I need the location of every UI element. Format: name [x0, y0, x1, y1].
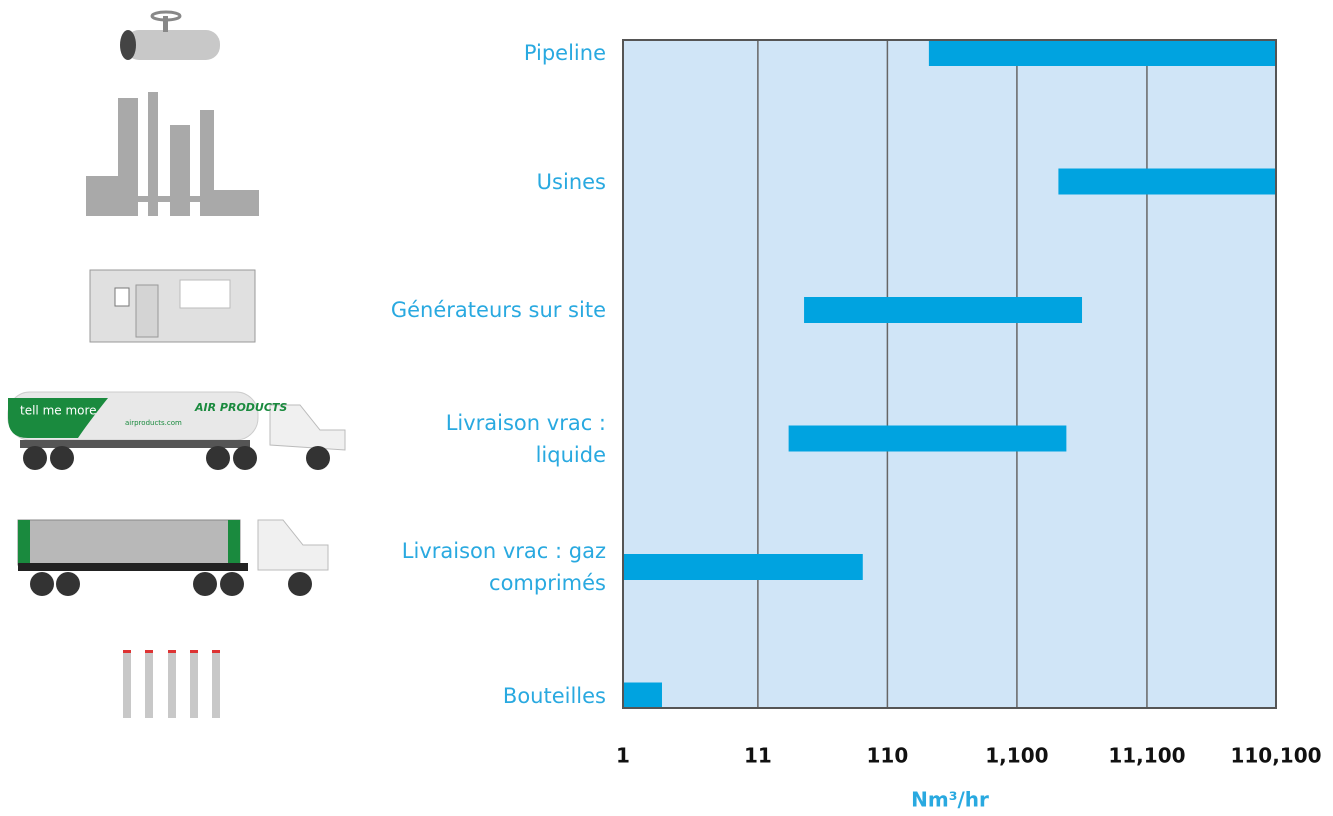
range-bar: [1058, 169, 1276, 195]
container-sign: [180, 280, 230, 308]
gas-wheels: [30, 572, 312, 596]
gas-cab: [258, 520, 328, 570]
x-tick-label: 110: [867, 744, 909, 768]
y-tick-label: Livraison vrac : gaz comprimés: [402, 535, 606, 599]
truck-url: airproducts.com: [125, 419, 182, 427]
chart: tell me more AIR PRODUCTS airproducts.co…: [0, 0, 1333, 816]
range-bar: [623, 554, 863, 580]
icons: tell me more AIR PRODUCTS airproducts.co…: [8, 12, 345, 718]
x-tick-label: 1,100: [985, 744, 1048, 768]
range-bar: [623, 683, 662, 709]
x-tick-label: 1: [616, 744, 630, 768]
tanker-wheels: [23, 446, 330, 470]
gas-chassis: [18, 563, 248, 571]
plot-area: [623, 40, 1276, 708]
range-bar: [789, 426, 1067, 452]
truck-logo: AIR PRODUCTS: [194, 401, 287, 414]
x-tick-label: 11: [744, 744, 772, 768]
y-tick-label: Générateurs sur site: [391, 294, 606, 326]
y-tick-label: Pipeline: [524, 37, 606, 69]
pipe-end: [120, 30, 136, 60]
cylinders-icon: [123, 650, 220, 718]
plant-icon: [86, 92, 259, 216]
x-axis-title: Nm³/hr: [911, 788, 989, 812]
valve-stem: [163, 16, 168, 32]
page: tell me more AIR PRODUCTS airproducts.co…: [0, 0, 1333, 816]
container-window: [115, 288, 129, 306]
gas-tubes: [18, 520, 240, 565]
container-door: [136, 285, 158, 337]
pipe-icon: [125, 30, 220, 60]
x-tick-label: 110,100: [1230, 744, 1321, 768]
y-tick-label: Livraison vrac : liquide: [446, 407, 606, 471]
y-tick-label: Bouteilles: [503, 680, 606, 712]
y-tick-label: Usines: [537, 166, 606, 198]
range-bar: [804, 297, 1082, 323]
x-tick-label: 11,100: [1108, 744, 1185, 768]
truck-text: tell me more: [20, 404, 97, 418]
range-bar: [929, 40, 1276, 66]
